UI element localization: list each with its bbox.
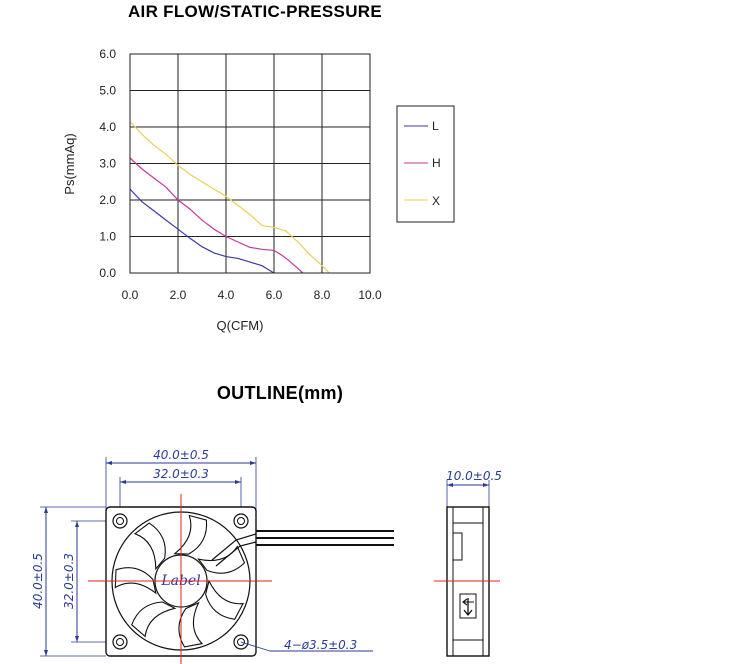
chart-series (129, 121, 330, 274)
y-tick-label: 1.0 (99, 230, 116, 244)
y-tick-label: 4.0 (99, 120, 116, 134)
arrow-head (44, 507, 48, 513)
legend-label-h: H (432, 156, 441, 170)
mounting-hole (116, 638, 124, 646)
mounting-hole (237, 517, 245, 525)
fan-side-view: 10.0±0.5 (434, 469, 502, 657)
y-tick-label: 5.0 (99, 84, 116, 98)
x-tick-label: 2.0 (170, 288, 187, 302)
fan-blade (173, 514, 208, 555)
arrow-head (106, 461, 112, 465)
mounting-hole (112, 513, 128, 529)
x-tick-label: 8.0 (314, 288, 331, 302)
series-line-h (129, 157, 304, 274)
mounting-hole (233, 513, 249, 529)
fan-blade (133, 522, 166, 571)
x-axis-label: Q(CFM) (217, 318, 264, 333)
y-tick-label: 2.0 (99, 193, 116, 207)
fan-blade (178, 601, 204, 648)
mounting-hole (112, 634, 128, 650)
side-wire-exit (453, 532, 463, 561)
chart-grid (129, 53, 371, 274)
height-dim-text: 40.0±0.5 (31, 553, 45, 609)
arrow-head (75, 636, 79, 642)
mounting-hole (237, 638, 245, 646)
arrow-head (120, 480, 126, 484)
fan-blade (197, 545, 246, 574)
fan-wires (211, 530, 394, 567)
chart-legend: L H X (396, 105, 455, 223)
hole-pitch-vertical-dim-text: 32.0±0.3 (62, 553, 76, 609)
arrow-head (483, 483, 489, 487)
arrow-head (75, 521, 79, 527)
airflow-arrow-icon (463, 598, 473, 617)
hole-callout-text: 4−ø3.5±0.3 (284, 638, 357, 652)
legend-box (396, 105, 455, 223)
fan-blade (131, 601, 177, 638)
y-tick-labels: 0.0 1.0 2.0 3.0 4.0 5.0 6.0 (99, 47, 116, 280)
y-axis-label: Ps(mmAq) (62, 133, 77, 194)
direction-marker (459, 593, 477, 619)
legend-label-x: X (432, 194, 440, 208)
y-tick-label: 6.0 (99, 47, 116, 61)
chart-title: AIR FLOW/STATIC-PRESSURE (128, 2, 382, 21)
x-tick-label: 6.0 (266, 288, 283, 302)
arrow-head (447, 483, 453, 487)
pressure-chart: 0.0 2.0 4.0 6.0 8.0 10.0 0.0 1.0 2.0 3.0 4.0 5.0 6.… (99, 47, 382, 302)
x-tick-labels: 0.0 2.0 4.0 6.0 8.0 10.0 (122, 288, 382, 302)
x-tick-label: 10.0 (358, 288, 382, 302)
fan-blade (205, 579, 244, 620)
fan-front-view: 40.0±0.5 32.0±0.3 40.0±0.5 32.0±0.3 (31, 448, 394, 664)
x-tick-label: 4.0 (218, 288, 235, 302)
rotation-arrow-icon (462, 598, 474, 606)
fan-blades (114, 514, 246, 648)
series-line-x (129, 121, 330, 274)
hole-pitch-dim-text: 32.0±0.3 (153, 467, 209, 481)
wire-lead (215, 541, 257, 567)
plot-frame (129, 53, 371, 274)
arrow-head (250, 461, 256, 465)
arrow-head (44, 650, 48, 656)
arrow-head (235, 480, 241, 484)
depth-dim-text: 10.0±0.5 (446, 469, 502, 483)
outline-title: OUTLINE(mm) (217, 383, 343, 403)
mounting-hole (116, 517, 124, 525)
fan-blade (114, 567, 157, 595)
legend-label-l: L (432, 119, 439, 133)
y-tick-label: 3.0 (99, 157, 116, 171)
series-line-l (129, 188, 275, 274)
x-tick-label: 0.0 (122, 288, 139, 302)
y-tick-label: 0.0 (99, 266, 116, 280)
mounting-hole (233, 634, 249, 650)
wire-lead (211, 533, 257, 561)
mounting-holes (112, 513, 249, 650)
width-dim-text: 40.0±0.5 (153, 448, 209, 462)
hole-callout-leader (240, 641, 271, 652)
